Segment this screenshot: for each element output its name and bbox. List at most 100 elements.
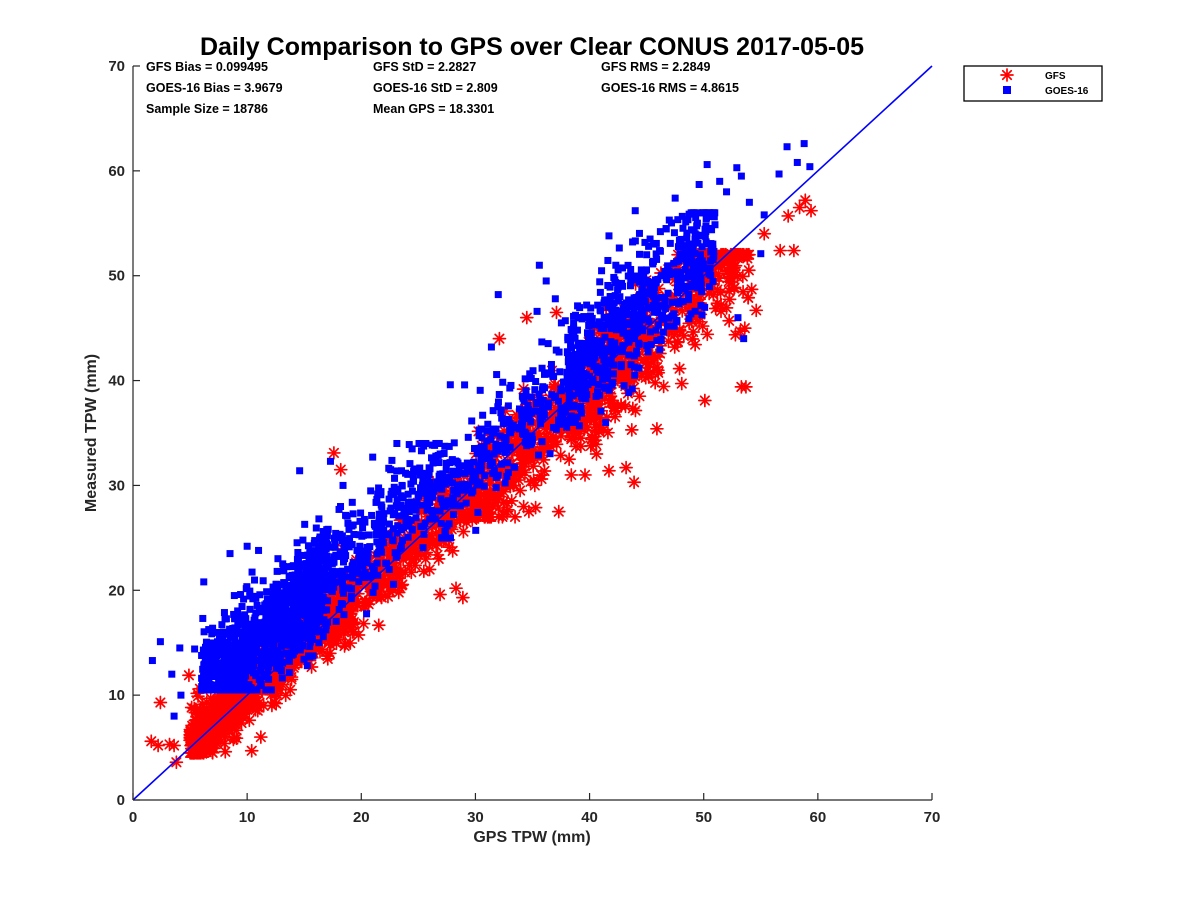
goes16-point xyxy=(645,318,653,326)
goes16-point xyxy=(234,639,242,647)
gfs-point xyxy=(614,399,628,413)
goes16-point xyxy=(532,400,540,408)
goes16-point xyxy=(499,420,507,428)
goes16-point xyxy=(480,482,488,490)
goes16-point xyxy=(586,341,594,349)
goes16-point xyxy=(311,601,319,609)
goes16-point xyxy=(497,409,505,417)
goes16-point xyxy=(707,271,715,279)
goes16-point xyxy=(538,386,546,394)
goes16-point xyxy=(500,433,508,441)
goes16-point xyxy=(257,682,265,690)
goes16-point xyxy=(404,522,412,530)
goes16-point xyxy=(209,686,217,694)
goes16-point xyxy=(408,487,416,495)
gfs-point xyxy=(739,247,754,262)
gfs-point xyxy=(744,282,759,297)
gfs-point xyxy=(749,303,764,318)
goes16-point xyxy=(637,303,645,311)
goes16-point xyxy=(620,305,628,313)
goes16-point xyxy=(405,498,413,506)
goes16-point xyxy=(683,229,691,237)
goes16-point xyxy=(199,665,207,673)
goes16-point xyxy=(363,610,371,618)
goes16-point xyxy=(688,273,696,281)
goes16-point xyxy=(404,470,412,478)
goes16-point xyxy=(330,558,338,566)
goes16-point xyxy=(298,586,306,594)
goes16-point xyxy=(622,310,630,318)
goes16-point xyxy=(339,551,347,559)
goes16-point xyxy=(600,354,608,362)
gfs-point xyxy=(656,379,671,394)
goes16-point xyxy=(691,230,699,238)
goes16-point xyxy=(656,247,664,255)
goes16-point xyxy=(630,294,638,302)
goes16-point xyxy=(674,216,682,224)
goes16-point xyxy=(395,512,403,520)
goes16-point xyxy=(389,511,397,519)
goes16-point xyxy=(446,381,454,389)
goes16-point xyxy=(349,559,357,567)
goes16-point xyxy=(431,515,439,523)
goes16-point xyxy=(314,615,322,623)
goes16-point xyxy=(356,542,364,550)
goes16-point xyxy=(237,628,245,636)
goes16-point xyxy=(557,410,565,418)
goes16-point xyxy=(322,535,330,543)
goes16-point xyxy=(321,568,329,576)
goes16-point xyxy=(478,434,486,442)
gfs-point xyxy=(327,446,341,460)
goes16-point xyxy=(408,526,416,534)
goes16-point xyxy=(244,649,252,657)
goes16-point xyxy=(698,257,706,265)
goes16-point xyxy=(244,682,252,690)
goes16-point xyxy=(393,439,401,447)
goes16-point xyxy=(309,581,317,589)
goes16-point xyxy=(561,317,569,325)
goes16-point xyxy=(682,251,690,259)
stat-goes16-std: GOES-16 StD = 2.809 xyxy=(373,81,498,95)
goes16-point xyxy=(542,277,550,285)
goes16-point xyxy=(548,366,556,374)
goes16-point xyxy=(231,635,239,643)
goes16-point xyxy=(315,548,323,556)
goes16-point xyxy=(251,592,259,600)
goes16-point xyxy=(487,435,495,443)
goes16-point xyxy=(533,307,541,315)
goes16-point xyxy=(631,207,639,215)
goes16-point xyxy=(247,632,255,640)
gfs-point xyxy=(218,744,233,759)
goes16-point xyxy=(532,377,540,385)
goes16-point xyxy=(219,628,227,636)
goes16-point xyxy=(245,653,253,661)
goes16-point xyxy=(398,482,406,490)
goes16-point xyxy=(348,562,356,570)
goes16-point xyxy=(268,634,276,642)
goes16-point xyxy=(757,250,765,258)
gfs-point xyxy=(804,203,818,218)
goes16-point xyxy=(340,611,348,619)
goes16-point xyxy=(263,672,271,680)
goes16-point xyxy=(338,532,346,540)
goes16-point xyxy=(601,333,609,341)
goes16-point xyxy=(596,348,604,356)
goes16-point xyxy=(355,554,363,562)
goes16-point xyxy=(356,549,364,557)
goes16-point xyxy=(496,432,504,440)
gfs-point xyxy=(508,510,522,524)
goes16-point xyxy=(605,313,613,321)
goes16-point xyxy=(446,534,454,542)
goes16-point xyxy=(422,439,430,447)
goes16-point xyxy=(251,576,259,584)
goes16-point xyxy=(421,487,429,495)
goes16-point xyxy=(406,460,414,468)
goes16-point xyxy=(596,338,604,346)
goes16-point xyxy=(263,588,271,596)
goes16-point xyxy=(260,660,268,668)
y-tick-label: 30 xyxy=(108,477,125,494)
goes16-point xyxy=(657,272,665,280)
goes16-point xyxy=(624,319,632,327)
goes16-point xyxy=(303,569,311,577)
goes16-point xyxy=(301,607,309,615)
